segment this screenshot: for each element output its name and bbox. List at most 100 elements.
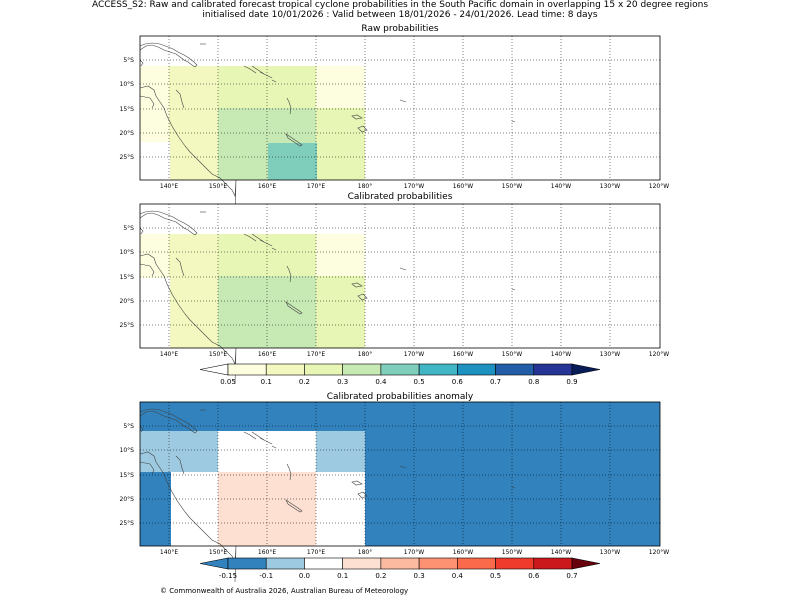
colorbar-swatch [457,363,496,376]
lon-tick-label: 150°W [502,183,522,190]
colorbar-swatch [533,363,573,376]
lon-tick-label: 160°W [453,549,473,556]
colorbar-swatch [495,557,535,570]
colorbar-swatch [265,557,305,570]
lat-tick-label: 5°S [123,225,134,232]
colorbar-tick-label: 0.1 [261,378,272,386]
colorbar-under-arrow [199,557,229,570]
calibrated-probabilities-map [139,203,661,385]
map-frame [139,401,661,547]
colorbar-swatch [342,557,382,570]
lon-tick-label: 160°E [258,549,276,556]
colorbar-tick-label: 0.6 [452,378,464,386]
colorbar-swatch [227,363,267,376]
lon-tick-label: 130°W [600,549,620,556]
colorbar-under-arrow [199,363,229,376]
colorbar-tick-label: 0.6 [528,572,540,580]
colorbar-tick-label: 0.9 [566,378,577,386]
colorbar-swatch [380,363,420,376]
colorbar-tick-label: 0.2 [299,378,310,386]
lon-tick-label: 130°W [600,351,620,358]
lat-tick-label: 20°S [120,496,135,503]
lon-tick-label: 170°W [404,183,424,190]
colorbar-swatch [418,557,458,570]
map-frame [139,35,661,181]
lon-tick-label: 180° [358,549,372,556]
colorbar-tick-label: 0.1 [337,572,348,580]
colorbar-swatch [457,557,496,570]
lat-tick-label: 5°S [123,423,134,430]
raw-probabilities-map [139,35,661,217]
lat-tick-label: 20°S [120,298,135,305]
lat-tick-label: 25°S [120,322,135,329]
probability-colorbar: 0.05 0.1 0.2 0.3 0.4 0.5 0.6 0.7 0.8 0.9 [199,363,601,386]
lon-tick-label: 170°W [404,351,424,358]
lon-tick-label: 170°E [307,549,325,556]
lon-tick-label: 160°E [258,351,276,358]
colorbar-tick-label: 0.3 [414,572,425,580]
figure-title: ACCESS_S2: Raw and calibrated forecast t… [91,0,709,10]
raw-panel-title: Raw probabilities [361,24,439,34]
lat-tick-label: 10°S [120,447,135,454]
lon-tick-label: 140°E [160,549,178,556]
colorbar-swatch [533,557,573,570]
colorbar-swatch [227,557,267,570]
lat-tick-label: 25°S [120,154,135,161]
lon-tick-label: 140°E [160,351,178,358]
calibrated-probability-cells [140,234,365,348]
colorbar-swatch [495,363,535,376]
lat-tick-label: 15°S [120,106,135,113]
lon-tick-label: 150°W [502,351,522,358]
lon-tick-label: 170°E [307,351,325,358]
lon-tick-label: 160°W [453,183,473,190]
copyright-notice: © Commonwealth of Australia 2026, Austra… [160,587,409,595]
lat-tick-label: 15°S [120,274,135,281]
lon-tick-label: 140°W [551,351,571,358]
colorbar-tick-label: 0.8 [528,378,539,386]
lon-tick-label: 180° [358,183,372,190]
lat-tick-label: 10°S [120,249,135,256]
colorbar-tick-label: 0.7 [490,378,501,386]
calibrated-panel-title: Calibrated probabilities [347,192,453,202]
lon-tick-label: 160°E [258,183,276,190]
colorbar-tick-label: 0.2 [375,572,386,580]
colorbar-tick-label: 0.7 [566,572,577,580]
colorbar-tick-label: 0.3 [337,378,348,386]
lat-tick-label: 5°S [123,57,134,64]
map-frame [139,203,661,349]
colorbar-swatch [380,557,420,570]
lon-tick-label: 140°E [160,183,178,190]
lon-tick-label: 150°E [209,351,227,358]
axis-labels: 140°E 150°E 160°E 170°E 180° 170°W 160°W 150°W 1… [120,57,670,556]
lon-tick-label: 150°E [209,549,227,556]
colorbar-tick-label: 0.05 [220,378,236,386]
lat-tick-label: 15°S [120,472,135,479]
anomaly-panel-title: Calibrated probabilities anomaly [326,392,474,402]
anomaly-map [139,401,661,583]
colorbar-swatch [342,363,382,376]
lat-tick-label: 25°S [120,520,135,527]
colorbar-tick-label: 0.5 [414,378,425,386]
lon-tick-label: 140°W [551,183,571,190]
lon-tick-label: 120°W [649,351,669,358]
colorbar-tick-label: 0.0 [299,572,310,580]
colorbar-tick-label: 0.5 [490,572,501,580]
lon-tick-label: 150°W [502,549,522,556]
lon-tick-label: 170°E [307,183,325,190]
anomaly-cells [140,431,365,546]
lon-tick-label: 130°W [600,183,620,190]
colorbar-tick-label: -0.1 [259,572,273,580]
colorbar-over-arrow [571,363,601,376]
anomaly-colorbar: -0.15 -0.1 0.0 0.1 0.2 0.3 0.4 0.5 0.6 0.7 [199,557,601,580]
colorbar-over-arrow [571,557,601,570]
colorbar-swatch [304,363,343,376]
lon-tick-label: 170°W [404,549,424,556]
lon-tick-label: 160°W [453,351,473,358]
colorbar-tick-label: 0.4 [452,572,464,580]
lat-tick-label: 10°S [120,81,135,88]
colorbar-swatch [418,363,458,376]
colorbar-swatch [265,363,305,376]
colorbar-swatch [304,557,343,570]
raw-probability-cells [140,66,365,180]
